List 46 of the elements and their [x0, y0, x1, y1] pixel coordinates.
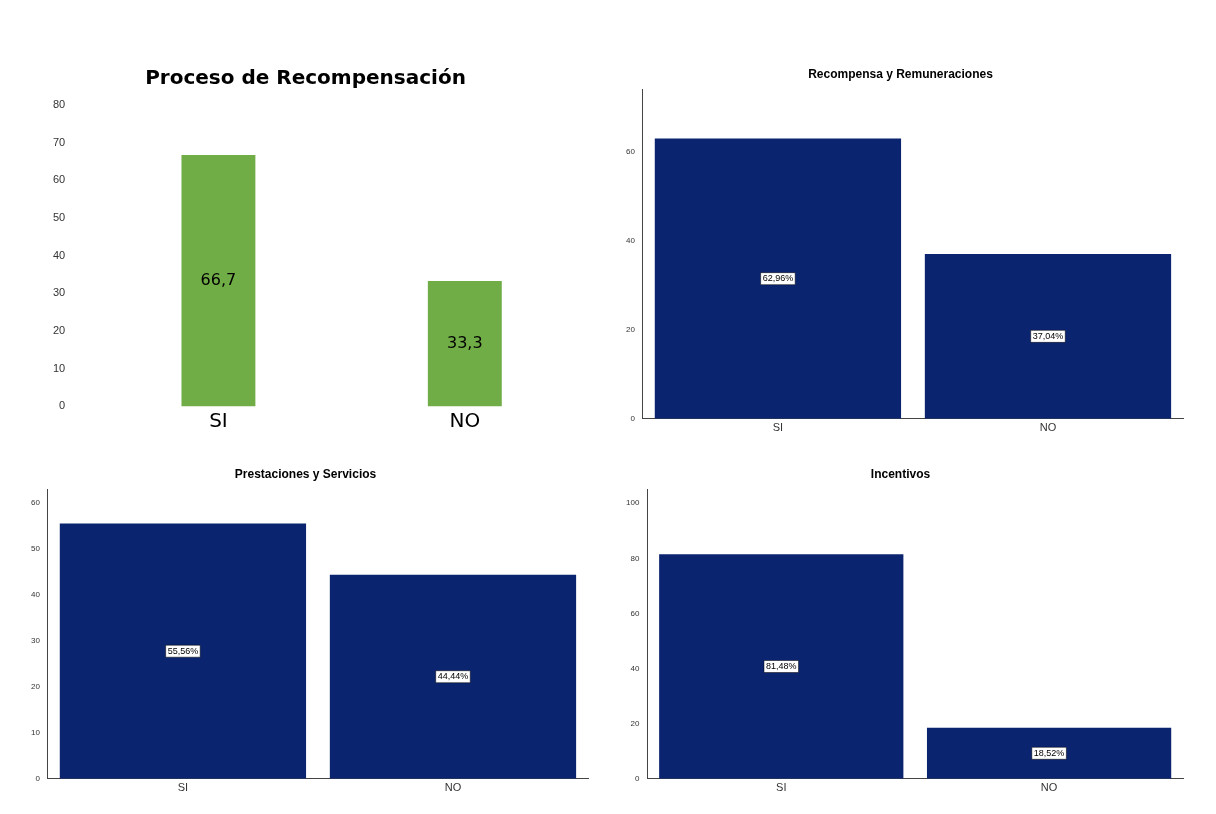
chart-title: Prestaciones y Servicios	[234, 466, 377, 481]
data-label: 33,3	[447, 332, 483, 352]
y-tick-label: 60	[625, 146, 636, 156]
y-tick-label: 80	[630, 553, 640, 563]
data-label: 66,7	[200, 269, 237, 289]
y-tick-label: 60	[630, 608, 640, 618]
y-tick-label: 50	[30, 544, 41, 554]
y-tick-label: 20	[630, 718, 640, 728]
x-tick-label: SI	[209, 407, 228, 432]
y-tick-label: 100	[625, 498, 640, 508]
data-label: 62,96%	[762, 273, 794, 284]
x-tick-label: NO	[1040, 781, 1058, 794]
data-label: 81,48%	[766, 661, 797, 671]
y-tick-label: 0	[634, 774, 640, 783]
y-tick-label: 10	[52, 361, 66, 374]
chart-title: Recompensa y Remuneraciones	[808, 66, 994, 81]
x-tick-label: NO	[449, 407, 481, 432]
y-tick-label: 0	[59, 399, 66, 412]
y-tick-label: 0	[630, 414, 636, 423]
y-tick-label: 40	[30, 590, 41, 600]
data-label: 55,56%	[167, 645, 199, 656]
y-tick-label: 20	[30, 682, 41, 692]
y-tick-label: 60	[30, 498, 41, 508]
x-tick-label: SI	[177, 781, 189, 794]
data-label: 18,52%	[1033, 747, 1065, 758]
y-tick-label: 30	[52, 286, 66, 299]
y-tick-label: 0	[35, 774, 41, 783]
y-tick-label: 40	[625, 235, 636, 245]
x-tick-label: NO	[1039, 421, 1057, 434]
data-label: 37,04%	[1032, 330, 1064, 341]
chart-title: Proceso de Recompensación	[145, 65, 466, 90]
x-tick-label: SI	[776, 781, 787, 794]
chart-title: Incentivos	[870, 466, 931, 481]
y-tick-label: 30	[30, 636, 41, 646]
y-tick-label: 10	[30, 728, 41, 738]
y-tick-label: 20	[52, 324, 66, 337]
y-tick-label: 70	[52, 135, 66, 148]
y-tick-label: 50	[52, 211, 66, 224]
y-tick-label: 40	[630, 663, 640, 673]
y-tick-label: 20	[625, 324, 636, 334]
y-tick-label: 60	[52, 173, 66, 186]
x-tick-label: SI	[772, 421, 784, 434]
y-tick-label: 80	[52, 98, 66, 111]
y-tick-label: 40	[52, 248, 66, 261]
x-tick-label: NO	[444, 781, 462, 794]
data-label: 44,44%	[437, 671, 469, 682]
